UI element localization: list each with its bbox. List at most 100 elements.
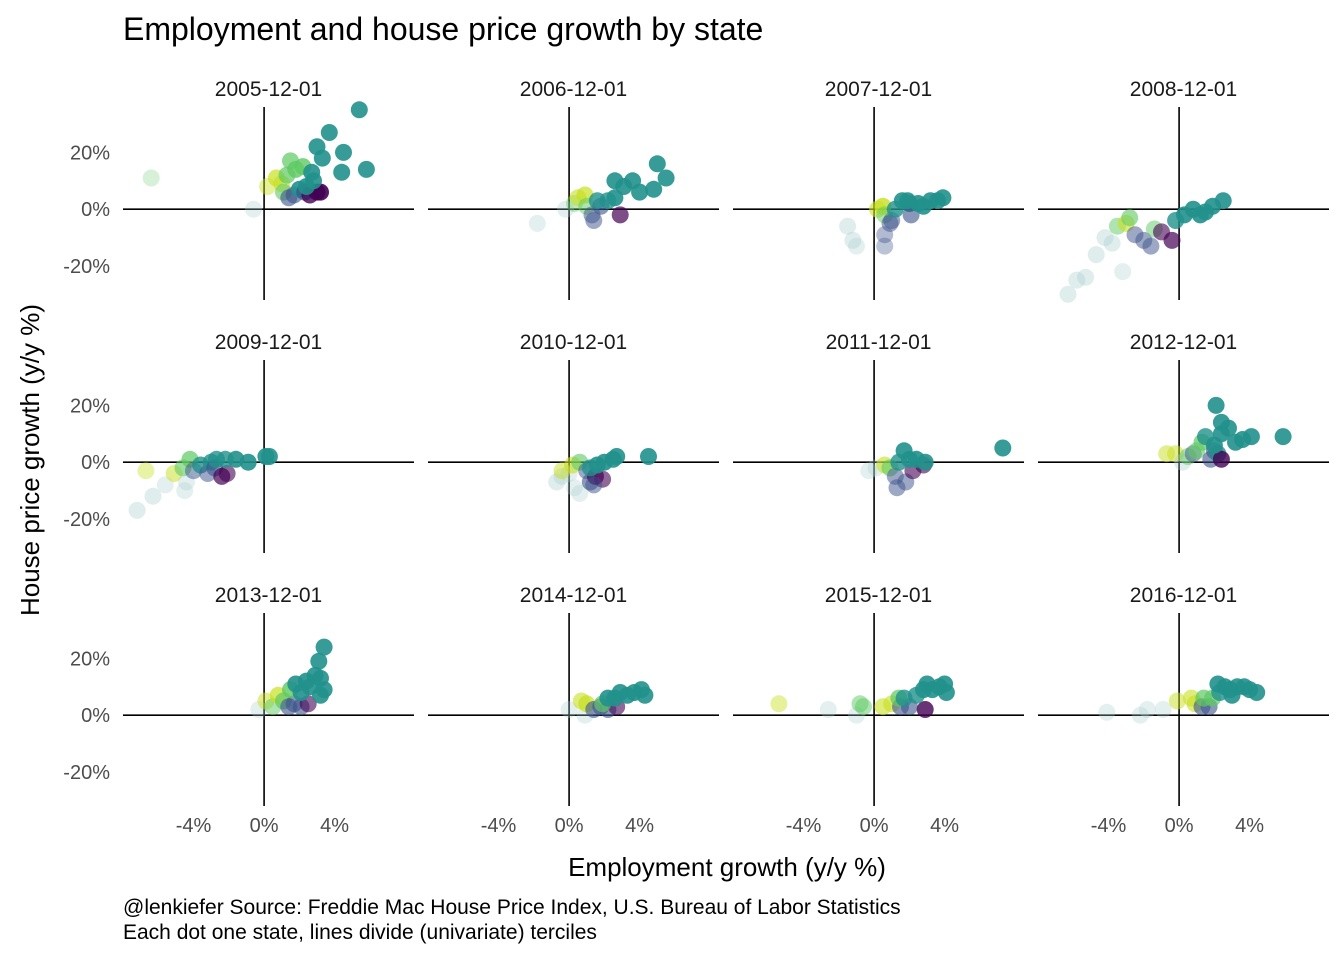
state-point <box>1168 692 1186 710</box>
x-tick-label: -4% <box>176 815 212 837</box>
state-point <box>657 169 675 187</box>
state-point <box>1274 428 1292 446</box>
panel-strip-label: 2016-12-01 <box>1130 584 1237 607</box>
state-point <box>1209 675 1227 693</box>
y-tick-label: -20% <box>63 509 110 531</box>
state-point <box>608 448 626 465</box>
state-point <box>1142 237 1160 255</box>
panel-2006-12-01: 2006-12-01 <box>428 78 719 300</box>
state-point <box>994 439 1012 457</box>
y-axis-title: House price growth (y/y %) <box>15 304 45 616</box>
state-point <box>1096 229 1114 247</box>
state-point <box>312 686 329 704</box>
state-point <box>137 462 155 480</box>
x-tick-label: 0% <box>250 815 279 837</box>
panel-2011-12-01: 2011-12-01 <box>733 331 1024 553</box>
y-tick-label: 20% <box>70 395 110 417</box>
state-point <box>1098 703 1116 721</box>
state-point <box>303 163 321 181</box>
state-point <box>1087 246 1105 264</box>
y-tick-label: 20% <box>70 142 110 164</box>
caption-note: Each dot one state, lines divide (univar… <box>123 921 597 944</box>
panel-2005-12-01: 2005-12-01 -20% 0% 20% <box>63 78 414 300</box>
y-tick-label: 0% <box>81 452 110 474</box>
state-point <box>1242 428 1260 446</box>
y-tick-label: 20% <box>70 648 110 670</box>
state-point <box>937 684 955 701</box>
panel-2008-12-01: 2008-12-01 <box>1038 78 1329 303</box>
state-point <box>1163 231 1181 249</box>
x-tick-label: 0% <box>860 815 889 837</box>
state-point <box>770 695 788 713</box>
x-tick-label: 4% <box>320 815 349 837</box>
y-tick-label: -20% <box>63 256 110 278</box>
state-point <box>1103 234 1121 252</box>
state-point <box>916 453 934 471</box>
panel-2012-12-01: 2012-12-01 <box>1038 331 1329 553</box>
state-point <box>1121 209 1139 227</box>
state-point <box>585 476 603 494</box>
panel-2007-12-01: 2007-12-01 <box>733 78 1024 300</box>
state-point <box>571 484 589 502</box>
state-point <box>876 237 894 255</box>
panel-strip-label: 2007-12-01 <box>825 78 932 101</box>
state-point <box>860 462 878 480</box>
state-point <box>176 482 194 500</box>
state-point <box>640 448 657 465</box>
panel-2014-12-01: 2014-12-01 -4% 0% 4% <box>428 584 719 837</box>
panel-strip-label: 2005-12-01 <box>215 78 322 101</box>
state-point <box>144 487 162 505</box>
state-point <box>1212 450 1230 468</box>
state-point <box>1207 396 1225 414</box>
state-point <box>1114 263 1132 281</box>
state-point <box>916 701 934 718</box>
panel-strip-label: 2015-12-01 <box>825 584 932 607</box>
state-point <box>128 501 146 519</box>
panel-strip-label: 2013-12-01 <box>215 584 322 607</box>
state-point <box>350 101 368 119</box>
state-point <box>588 192 606 210</box>
state-point <box>239 453 257 471</box>
state-point <box>320 124 338 141</box>
state-point <box>560 701 578 718</box>
x-tick-label: 0% <box>555 815 584 837</box>
panel-2009-12-01: 2009-12-01 -20% 0% 20% <box>63 331 414 553</box>
state-point <box>310 652 328 670</box>
panel-strip-label: 2009-12-01 <box>215 331 322 354</box>
state-point <box>648 155 666 173</box>
state-point <box>245 200 262 218</box>
state-point <box>260 448 278 465</box>
state-point <box>1059 285 1077 303</box>
state-point <box>645 180 663 198</box>
state-point <box>1154 701 1172 718</box>
state-point <box>1220 419 1237 437</box>
state-point <box>844 231 862 249</box>
y-tick-label: 0% <box>81 705 110 727</box>
x-tick-label: -4% <box>1091 815 1127 837</box>
x-axis-title: Employment growth (y/y %) <box>568 852 886 882</box>
y-tick-label: -20% <box>63 762 110 784</box>
state-point <box>1214 192 1232 210</box>
state-point <box>899 192 917 210</box>
state-point <box>335 143 352 161</box>
panel-strip-label: 2006-12-01 <box>520 78 627 101</box>
state-point <box>876 226 894 244</box>
state-point <box>557 200 575 218</box>
panel-strip-label: 2014-12-01 <box>520 584 627 607</box>
state-point <box>1068 271 1086 289</box>
state-point <box>357 160 375 178</box>
state-point <box>1138 701 1156 718</box>
state-point <box>333 163 351 181</box>
panel-2013-12-01: 2013-12-01 -20% 0% 20% -4% 0% 4% <box>63 584 414 837</box>
panel-strip-label: 2011-12-01 <box>826 331 932 354</box>
x-tick-label: -4% <box>481 815 517 837</box>
state-point <box>611 206 629 224</box>
panel-grid: 2005-12-01 -20% 0% 20% 2006-12-01 2007-12-01 2… <box>63 78 1329 837</box>
state-point <box>565 479 583 497</box>
panel-strip-label: 2008-12-01 <box>1130 78 1237 101</box>
panel-strip-label: 2012-12-01 <box>1130 331 1237 354</box>
state-point <box>855 698 872 716</box>
state-point <box>1131 706 1149 724</box>
y-tick-label: 0% <box>81 199 110 221</box>
